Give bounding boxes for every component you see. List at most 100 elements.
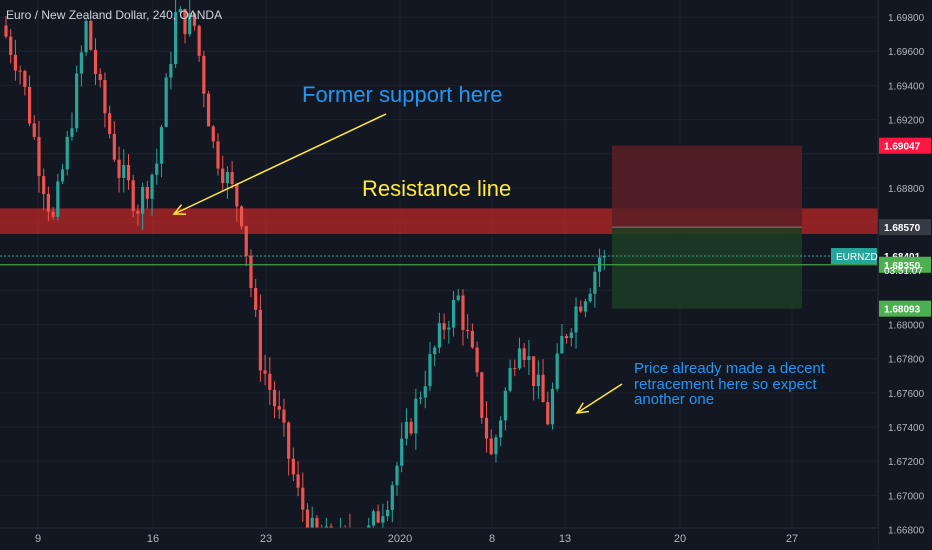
candle-body xyxy=(239,206,244,227)
candle-body xyxy=(522,348,526,360)
candle-body xyxy=(555,353,559,389)
stop-price-label: 1.69047 xyxy=(884,142,921,153)
candle-body xyxy=(122,164,126,178)
candle-body xyxy=(183,9,187,35)
candle-body xyxy=(258,309,262,371)
annotation-retracement-line2: retracement here so expect xyxy=(634,376,817,393)
y-tick-label: 1.67200 xyxy=(888,457,925,468)
candle-body xyxy=(560,336,564,354)
candle-body xyxy=(602,256,606,258)
candle-body xyxy=(18,70,22,72)
candle-body xyxy=(508,367,512,391)
candle-body xyxy=(51,211,55,217)
candle-body xyxy=(593,271,597,294)
candle-body xyxy=(37,136,41,177)
candle-body xyxy=(206,93,211,127)
candle-body xyxy=(126,164,131,181)
target-price-label-bg xyxy=(879,300,931,317)
y-tick-label: 1.69800 xyxy=(888,13,925,24)
candle-body xyxy=(461,295,465,330)
target-price-label: 1.68093 xyxy=(884,305,921,316)
candle-body xyxy=(150,174,154,199)
candle-body xyxy=(513,367,517,369)
stop-loss-zone xyxy=(612,145,802,228)
candle-body xyxy=(433,347,437,355)
symbol-tag: EURNZD xyxy=(836,252,878,263)
candle-body xyxy=(536,374,540,387)
candle-body xyxy=(296,474,300,488)
candle-body xyxy=(70,128,74,137)
candle-body xyxy=(381,516,385,523)
price-axis xyxy=(878,0,932,550)
candle-body xyxy=(305,509,310,535)
arrow-former-support-head xyxy=(172,204,187,215)
candle-body xyxy=(225,172,230,184)
x-tick-label: 23 xyxy=(260,533,272,545)
candle-body xyxy=(310,517,314,535)
candle-body xyxy=(546,402,550,425)
candle-body xyxy=(65,136,69,170)
candle-body xyxy=(211,126,215,142)
candle-body xyxy=(4,25,8,37)
candle-body xyxy=(517,348,522,369)
x-tick-label: 27 xyxy=(786,533,798,545)
candle-body xyxy=(287,422,291,459)
candle-body xyxy=(9,36,13,55)
candle-body xyxy=(395,465,399,486)
candle-body xyxy=(173,12,178,65)
candle-body xyxy=(13,54,18,71)
candle-body xyxy=(169,64,173,78)
y-tick-label: 1.69200 xyxy=(888,116,925,127)
x-tick-label: 9 xyxy=(35,533,41,545)
entry-price-label: 1.68570 xyxy=(884,223,921,234)
candle-body xyxy=(574,306,578,333)
candle-body xyxy=(32,123,36,137)
stop-price-label-bg xyxy=(879,137,931,154)
candle-body xyxy=(371,511,376,526)
candle-body xyxy=(437,323,442,348)
candle-body xyxy=(192,13,197,26)
candle-body xyxy=(583,301,588,312)
x-tick-label: 8 xyxy=(489,533,495,545)
candle-body xyxy=(404,421,409,439)
candle-body xyxy=(164,77,168,127)
candle-body xyxy=(550,388,555,425)
candle-body xyxy=(56,181,60,217)
candle-body xyxy=(291,458,295,475)
candle-body xyxy=(390,485,394,510)
candle-body xyxy=(112,133,116,160)
candle-body xyxy=(27,86,32,124)
candle-body xyxy=(141,186,145,214)
candle-body xyxy=(249,255,253,288)
candle-body xyxy=(315,517,319,531)
candle-body xyxy=(428,354,432,387)
candle-body xyxy=(541,374,545,403)
annotation-retracement-line3: another one xyxy=(634,391,714,408)
candle-body xyxy=(93,49,98,74)
candle-body xyxy=(442,323,446,330)
candle-body xyxy=(60,169,65,182)
candle-body xyxy=(136,211,140,214)
candle-body xyxy=(423,386,427,398)
time-axis xyxy=(0,528,878,550)
y-tick-label: 1.67400 xyxy=(888,423,925,434)
y-tick-label: 1.68800 xyxy=(888,184,925,195)
candle-body xyxy=(188,13,192,35)
annotation-former-support: Former support here xyxy=(302,82,503,107)
arrow-retracement xyxy=(576,383,623,414)
candle-body xyxy=(409,421,413,434)
candle-body xyxy=(466,329,470,331)
candle-body xyxy=(131,180,135,212)
candle-body xyxy=(202,55,206,94)
candle-body xyxy=(272,389,277,407)
candle-body xyxy=(400,438,404,466)
arrow-former-support xyxy=(173,113,387,215)
candle-body xyxy=(216,141,220,169)
y-tick-label: 1.67600 xyxy=(888,389,925,400)
y-tick-label: 1.69400 xyxy=(888,81,925,92)
chart-title: Euro / New Zealand Dollar, 240, OANDA xyxy=(6,8,223,22)
y-tick-label: 1.67000 xyxy=(888,491,925,502)
entry-price-label-bg xyxy=(879,219,931,236)
candle-body xyxy=(42,176,46,194)
